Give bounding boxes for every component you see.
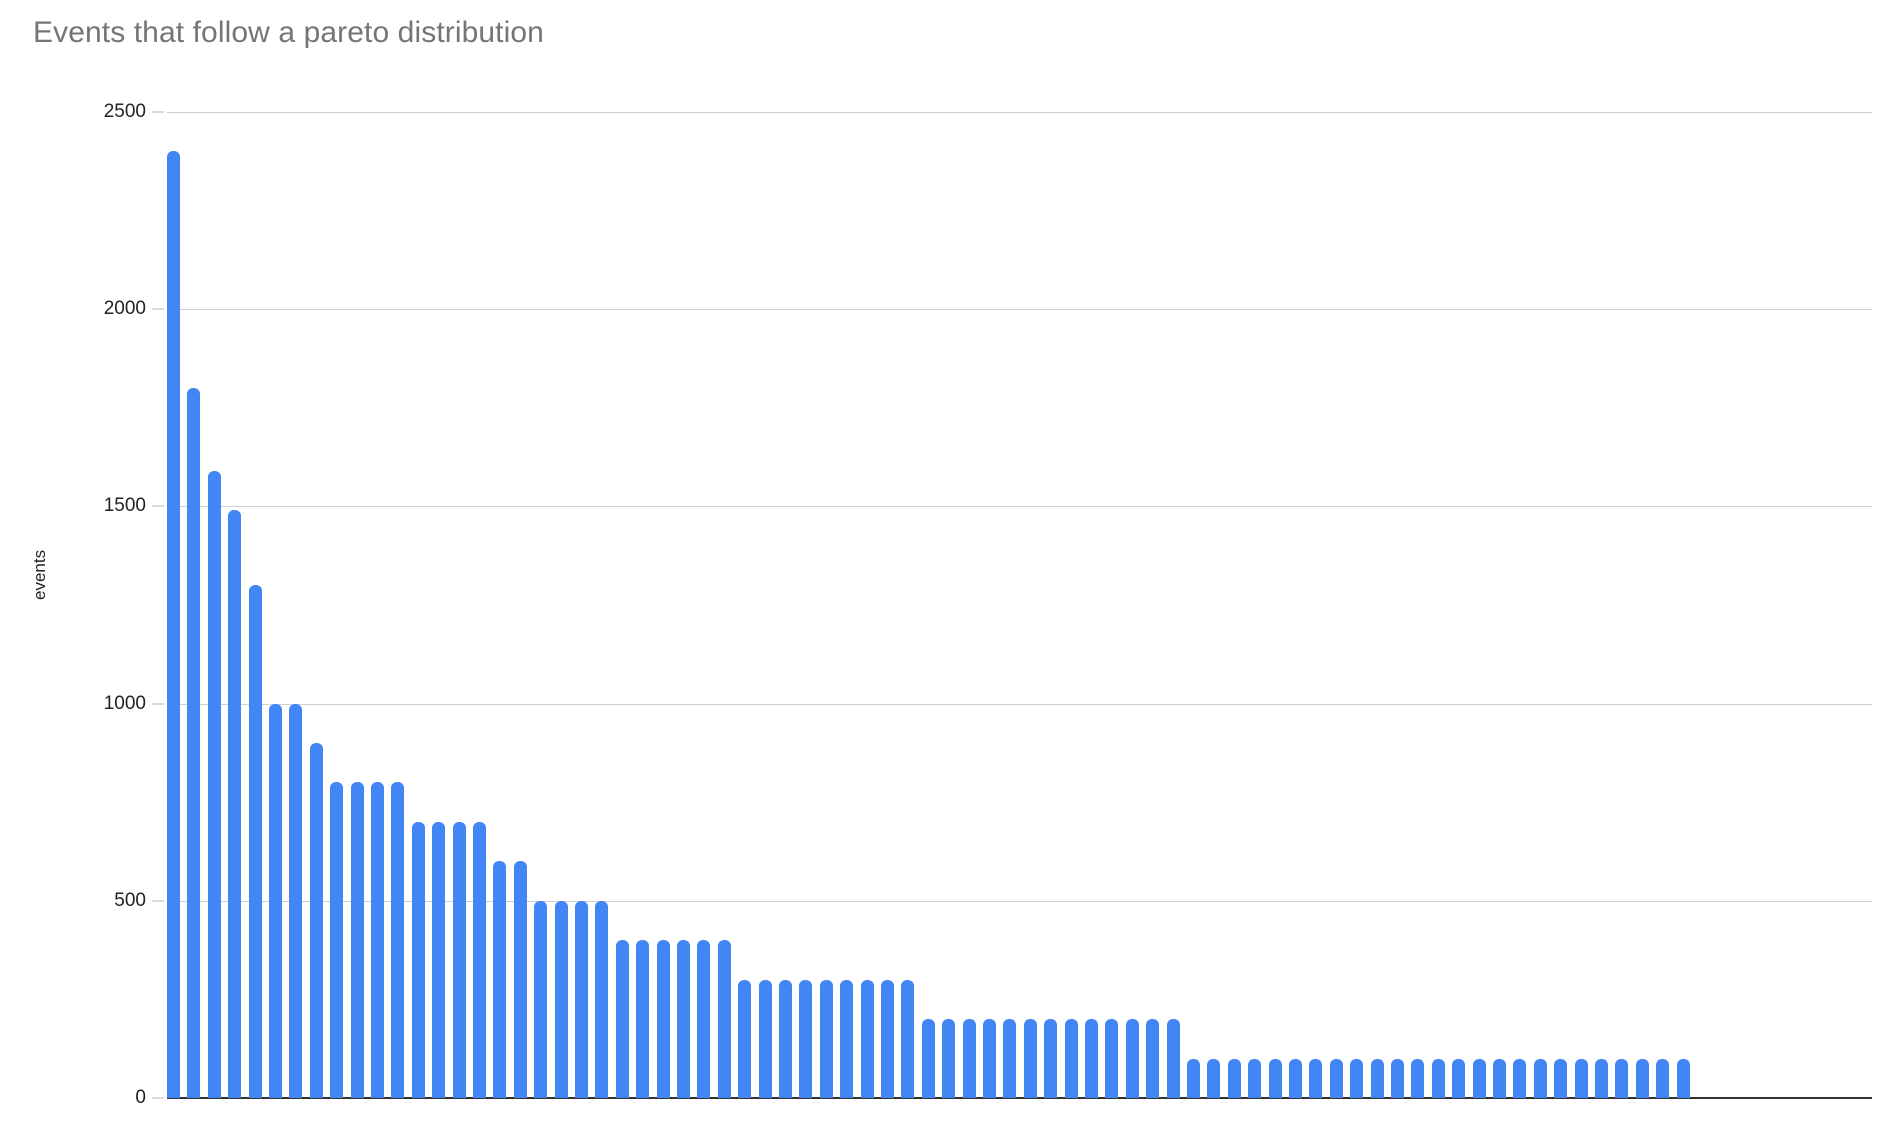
bar[interactable] (677, 940, 690, 1098)
bar[interactable] (1166, 1019, 1180, 1098)
bar[interactable] (1227, 1058, 1241, 1098)
y-tick-label-1000: 1000 (103, 692, 146, 714)
bar[interactable] (473, 821, 486, 1098)
y-tick-mark-0 (152, 1097, 164, 1099)
bar[interactable] (1146, 1019, 1160, 1098)
y-tick-label-0: 0 (135, 1087, 146, 1108)
y-tick-label-2500: 2500 (103, 101, 146, 122)
bar[interactable] (921, 1019, 935, 1098)
y-tick-mark-2500 (152, 111, 164, 113)
bar[interactable] (1207, 1058, 1221, 1098)
bar[interactable] (1289, 1058, 1302, 1098)
bar[interactable] (575, 900, 588, 1098)
bar[interactable] (1350, 1058, 1364, 1098)
bar[interactable] (983, 1019, 996, 1098)
bar[interactable] (228, 510, 242, 1098)
y-tick-mark-1500 (152, 505, 164, 507)
bar[interactable] (1187, 1058, 1200, 1098)
bar[interactable] (289, 703, 303, 1098)
bar[interactable] (167, 151, 180, 1098)
bar[interactable] (391, 782, 405, 1098)
bar[interactable] (1472, 1058, 1486, 1098)
x-axis-line (167, 1097, 1872, 1099)
bar[interactable] (799, 979, 813, 1098)
bar[interactable] (1309, 1058, 1323, 1098)
bar[interactable] (595, 900, 609, 1098)
bar[interactable] (615, 940, 629, 1098)
bar[interactable] (207, 470, 221, 1098)
bar[interactable] (411, 821, 425, 1098)
gridline-2000 (167, 309, 1872, 311)
bar[interactable] (1125, 1019, 1139, 1098)
bar[interactable] (881, 979, 894, 1098)
bar[interactable] (1452, 1058, 1466, 1098)
bar[interactable] (1431, 1058, 1445, 1098)
bar[interactable] (1411, 1058, 1425, 1098)
bar[interactable] (350, 782, 364, 1098)
y-tick-label-2000: 2000 (103, 298, 146, 320)
bar[interactable] (1023, 1019, 1037, 1098)
gridline-1500 (167, 506, 1872, 508)
bar[interactable] (758, 979, 772, 1098)
bar[interactable] (1085, 1019, 1098, 1098)
bar[interactable] (1329, 1058, 1343, 1098)
chart-title: Events that follow a pareto distribution (33, 16, 544, 49)
y-tick-label-500: 500 (114, 889, 146, 911)
gridline-2500 (167, 112, 1872, 113)
bar[interactable] (1513, 1058, 1527, 1098)
bar[interactable] (819, 979, 833, 1098)
bar[interactable] (1574, 1058, 1588, 1098)
bar[interactable] (860, 979, 874, 1098)
bar[interactable] (1676, 1058, 1690, 1098)
bar[interactable] (1003, 1019, 1017, 1098)
bar[interactable] (1268, 1058, 1282, 1098)
bar[interactable] (1635, 1058, 1649, 1098)
bar[interactable] (1064, 1019, 1078, 1098)
bar[interactable] (554, 900, 568, 1098)
bar[interactable] (1391, 1058, 1404, 1098)
bar[interactable] (1595, 1058, 1608, 1098)
bar[interactable] (513, 861, 527, 1098)
bar[interactable] (738, 979, 752, 1098)
bar[interactable] (1493, 1058, 1506, 1098)
bar[interactable] (534, 900, 548, 1098)
bar[interactable] (1370, 1058, 1384, 1098)
bar[interactable] (962, 1019, 976, 1098)
bar[interactable] (697, 940, 711, 1098)
bar[interactable] (1105, 1019, 1119, 1098)
bar[interactable] (432, 821, 446, 1098)
y-tick-mark-500 (152, 900, 164, 902)
bar[interactable] (1044, 1019, 1058, 1098)
bar[interactable] (656, 940, 670, 1098)
bar[interactable] (901, 979, 915, 1098)
bar[interactable] (1248, 1058, 1262, 1098)
bar[interactable] (1533, 1058, 1547, 1098)
plot-area (167, 112, 1872, 1099)
bar[interactable] (779, 979, 792, 1098)
bar[interactable] (330, 782, 344, 1098)
bar[interactable] (1656, 1058, 1670, 1098)
gridline-1000 (167, 703, 1872, 705)
bar[interactable] (942, 1019, 956, 1098)
bar[interactable] (269, 703, 282, 1098)
y-tick-label-1500: 1500 (103, 495, 146, 517)
bar[interactable] (717, 940, 731, 1098)
bar[interactable] (187, 388, 201, 1098)
bar[interactable] (493, 861, 507, 1098)
bar[interactable] (1554, 1058, 1568, 1098)
bar[interactable] (309, 743, 323, 1098)
bar[interactable] (1615, 1058, 1629, 1098)
bar[interactable] (840, 979, 854, 1098)
bar[interactable] (248, 585, 262, 1098)
gridline-500 (167, 900, 1872, 902)
bar[interactable] (636, 940, 650, 1098)
y-axis-title: events (30, 549, 49, 600)
bar[interactable] (371, 782, 384, 1098)
bars-layer (167, 112, 1872, 1098)
y-tick-mark-2000 (152, 308, 164, 310)
y-axis-tick-group: 0 500 1000 1500 2000 2500 (80, 101, 164, 1108)
bar[interactable] (452, 821, 466, 1098)
y-tick-mark-1000 (152, 703, 164, 705)
